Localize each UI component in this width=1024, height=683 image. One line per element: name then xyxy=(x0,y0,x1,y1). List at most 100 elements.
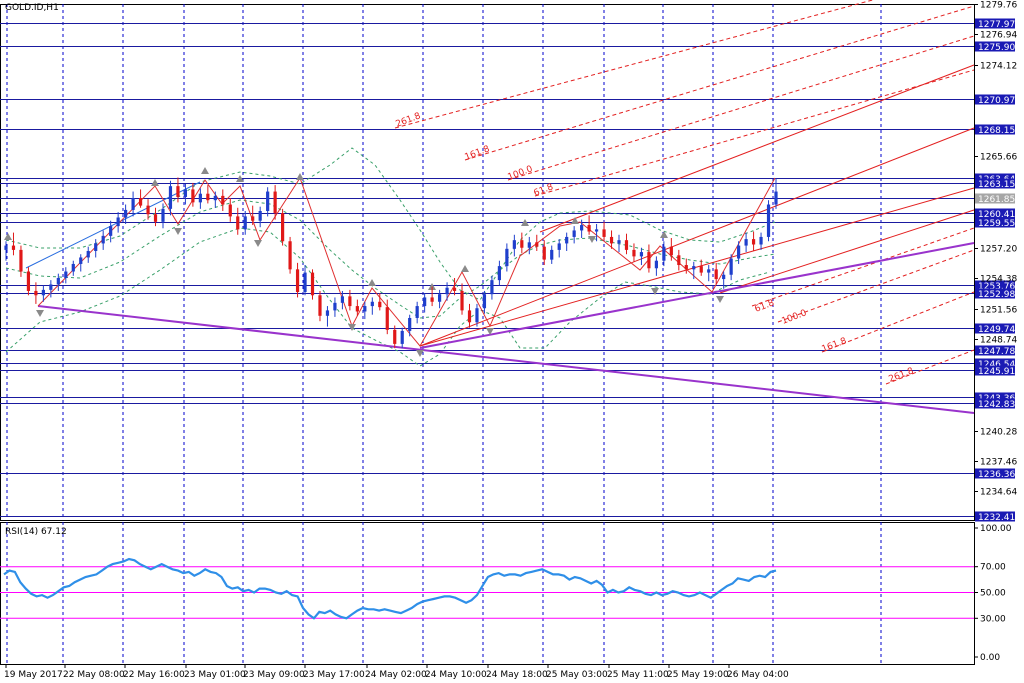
level-label: 1246.54 xyxy=(978,360,1015,370)
candle-body xyxy=(131,198,135,210)
symbol-label: GOLD.ID,H1 xyxy=(5,3,59,13)
candle-body xyxy=(348,296,352,307)
candle-body xyxy=(751,239,756,245)
fractal-down-marker xyxy=(486,328,494,335)
candle-body xyxy=(340,296,345,303)
candle-body xyxy=(56,277,60,285)
candle-body xyxy=(400,330,404,344)
candle-body xyxy=(318,295,322,316)
level-label-box xyxy=(975,178,1015,189)
candle-body xyxy=(535,242,539,247)
candle-body xyxy=(557,243,561,250)
candle-body xyxy=(677,255,681,266)
candle-body xyxy=(594,229,599,232)
level-label: 1259.55 xyxy=(978,219,1015,229)
candle-body xyxy=(609,236,614,244)
level-label: 1268.15 xyxy=(978,126,1015,136)
candle-body xyxy=(251,216,255,221)
fractal-down-marker xyxy=(416,350,424,357)
candle-body xyxy=(288,241,292,270)
level-label-box xyxy=(975,18,1015,29)
candle-body xyxy=(759,236,763,245)
candle-body xyxy=(168,186,173,209)
level-label: 1249.74 xyxy=(978,325,1015,335)
level-label-box xyxy=(975,41,1015,52)
candle-body xyxy=(385,307,389,330)
time-axis-label: 25 May 03:00 xyxy=(546,670,608,680)
candle-body xyxy=(408,317,412,331)
level-label: 1277.97 xyxy=(978,20,1015,30)
candle-body xyxy=(161,208,165,222)
level-label-box xyxy=(975,124,1015,135)
fractal-up-marker xyxy=(461,265,469,272)
candle-body xyxy=(445,287,449,295)
candle-body xyxy=(213,195,217,201)
candle-body xyxy=(41,289,45,296)
level-label: 1245.91 xyxy=(978,367,1015,377)
candle-body xyxy=(587,225,591,232)
fib-channel-line xyxy=(539,64,975,233)
level-label-box xyxy=(975,288,1015,299)
candle-body xyxy=(310,272,315,296)
candle-body xyxy=(79,257,83,264)
candle-body xyxy=(325,310,330,316)
candle-body xyxy=(94,243,98,251)
main-frame xyxy=(0,4,975,521)
time-axis-label: 24 May 10:00 xyxy=(425,670,487,680)
level-label-box xyxy=(975,365,1015,376)
candle-body xyxy=(437,294,442,302)
fractal-up-marker xyxy=(201,167,209,174)
candle-body xyxy=(512,240,516,249)
fib-extension-dashed xyxy=(885,349,975,385)
candle-body xyxy=(662,246,666,261)
candle-body xyxy=(654,260,658,269)
candle-body xyxy=(527,242,531,248)
candle-body xyxy=(355,306,359,312)
candle-body xyxy=(243,216,247,230)
time-axis-label: 26 May 04:00 xyxy=(727,670,789,680)
candle-body xyxy=(236,216,240,230)
level-label-box xyxy=(975,358,1015,369)
price-tick-label: 1254.38 xyxy=(980,275,1017,285)
candle-body xyxy=(124,209,128,218)
time-axis-label: 24 May 18:00 xyxy=(486,670,548,680)
level-label-box xyxy=(975,511,1015,522)
level-label-box xyxy=(975,94,1015,105)
time-axis-label: 22 May 16:00 xyxy=(123,670,185,680)
candle-body xyxy=(460,290,464,311)
zigzag-line xyxy=(37,176,776,347)
fractal-up-marker xyxy=(236,175,244,182)
price-tick-label: 1240.28 xyxy=(980,428,1017,438)
purple-trendline-up xyxy=(419,242,975,349)
candle-body xyxy=(617,240,621,244)
candle-body xyxy=(363,306,367,312)
candle-body xyxy=(415,306,419,318)
candle-body xyxy=(482,294,487,309)
fib-channel-line xyxy=(419,127,975,347)
candle-body xyxy=(684,265,688,270)
candle-body xyxy=(11,245,16,250)
rsi-line xyxy=(3,557,777,620)
candle-body xyxy=(153,214,158,222)
candle-body xyxy=(467,310,472,323)
time-axis-label: 19 May 2017 xyxy=(4,670,63,680)
level-label: 1253.76 xyxy=(978,282,1015,292)
candle-body xyxy=(490,280,494,295)
candle-body xyxy=(109,226,113,236)
price-tick-label: 1257.20 xyxy=(980,245,1017,255)
candle-body xyxy=(580,225,584,231)
candle-body xyxy=(116,217,120,227)
candle-body xyxy=(602,229,606,237)
level-label-box xyxy=(975,468,1015,479)
price-tick-label: 1279.76 xyxy=(980,1,1017,11)
level-label-box xyxy=(975,208,1015,219)
candle-body xyxy=(707,269,711,273)
level-label: 1247.78 xyxy=(978,347,1015,357)
candle-body xyxy=(138,198,143,206)
candle-body xyxy=(520,240,524,248)
candle-body xyxy=(505,248,509,267)
rsi-tick-label: 0.00 xyxy=(980,653,1000,663)
fractal-down-marker xyxy=(254,240,262,247)
